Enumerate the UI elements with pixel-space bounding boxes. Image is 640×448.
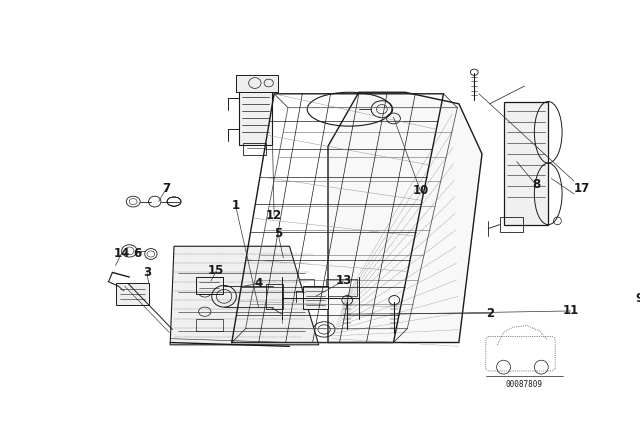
Text: 00087809: 00087809 [506,380,543,389]
Text: 12: 12 [266,209,282,222]
Bar [239,90,272,145]
Text: 3: 3 [143,266,151,279]
Text: 8: 8 [532,178,540,191]
Polygon shape [170,246,319,345]
Text: 1: 1 [232,199,239,212]
Bar [243,143,266,155]
Bar [284,280,314,296]
Text: 13: 13 [335,275,351,288]
Bar [266,284,284,309]
Bar [504,102,548,225]
Text: 17: 17 [574,182,590,195]
Bar [500,217,523,233]
Bar [196,277,223,291]
Text: 10: 10 [412,184,429,197]
Text: 2: 2 [486,307,494,320]
Text: 9: 9 [636,292,640,305]
Text: 6: 6 [133,247,141,260]
Bar [303,286,328,310]
Bar [236,75,278,92]
Text: 15: 15 [208,264,225,277]
Polygon shape [328,92,482,343]
Bar [196,319,223,331]
Bar [196,277,223,294]
Text: 14: 14 [113,247,130,260]
Text: 4: 4 [255,277,263,290]
Text: 11: 11 [563,305,579,318]
Text: 5: 5 [274,227,282,240]
Bar [326,280,357,296]
Bar [116,283,148,305]
Text: 7: 7 [162,182,170,195]
